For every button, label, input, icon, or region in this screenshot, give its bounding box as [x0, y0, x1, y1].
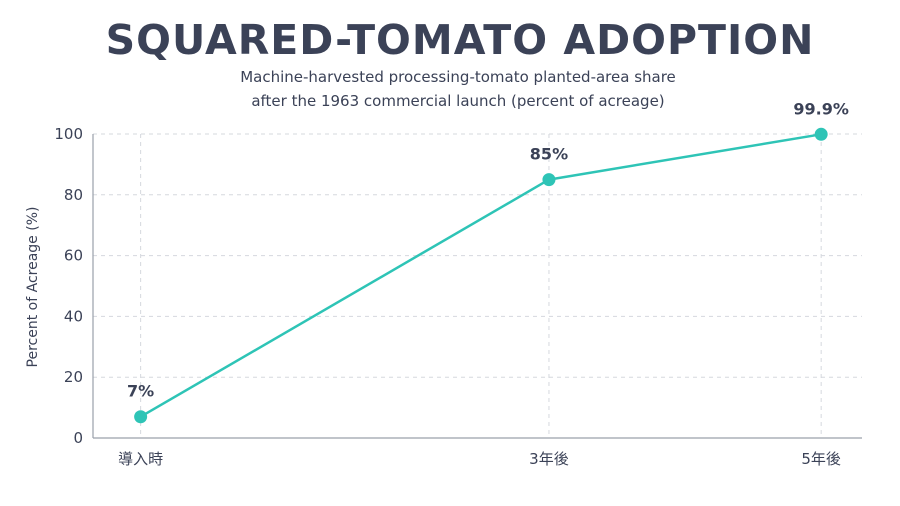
- data-point: [542, 173, 556, 187]
- chart-subtitle-line-1: Machine-harvested processing-tomato plan…: [240, 68, 676, 86]
- y-tick-label: 80: [64, 186, 83, 204]
- series: [134, 127, 828, 424]
- x-tick-label: 5年後: [801, 450, 841, 468]
- y-tick-label: 40: [64, 307, 83, 325]
- data-point: [134, 410, 148, 424]
- grid: [93, 133, 862, 438]
- y-tick-label: 0: [73, 429, 83, 447]
- x-tick-label: 導入時: [118, 450, 163, 468]
- chart-title: SQUARED-TOMATO ADOPTION: [106, 16, 815, 64]
- axes: 0 20 40 60 80 100 導入時 3年後 5年後: [54, 125, 862, 468]
- data-label: 7%: [127, 382, 154, 401]
- data-labels: 7% 85% 99.9%: [127, 99, 849, 400]
- y-axis-title: Percent of Acreage (%): [25, 207, 41, 368]
- data-label: 85%: [530, 145, 568, 164]
- data-label: 99.9%: [793, 99, 849, 118]
- x-tick-label: 3年後: [529, 450, 569, 468]
- chart-subtitle-line-2: after the 1963 commercial launch (percen…: [251, 92, 664, 110]
- y-tick-label: 20: [64, 368, 83, 386]
- data-point: [814, 127, 828, 141]
- y-tick-label: 100: [54, 125, 83, 143]
- series-line: [140, 133, 822, 418]
- y-tick-label: 60: [64, 247, 83, 265]
